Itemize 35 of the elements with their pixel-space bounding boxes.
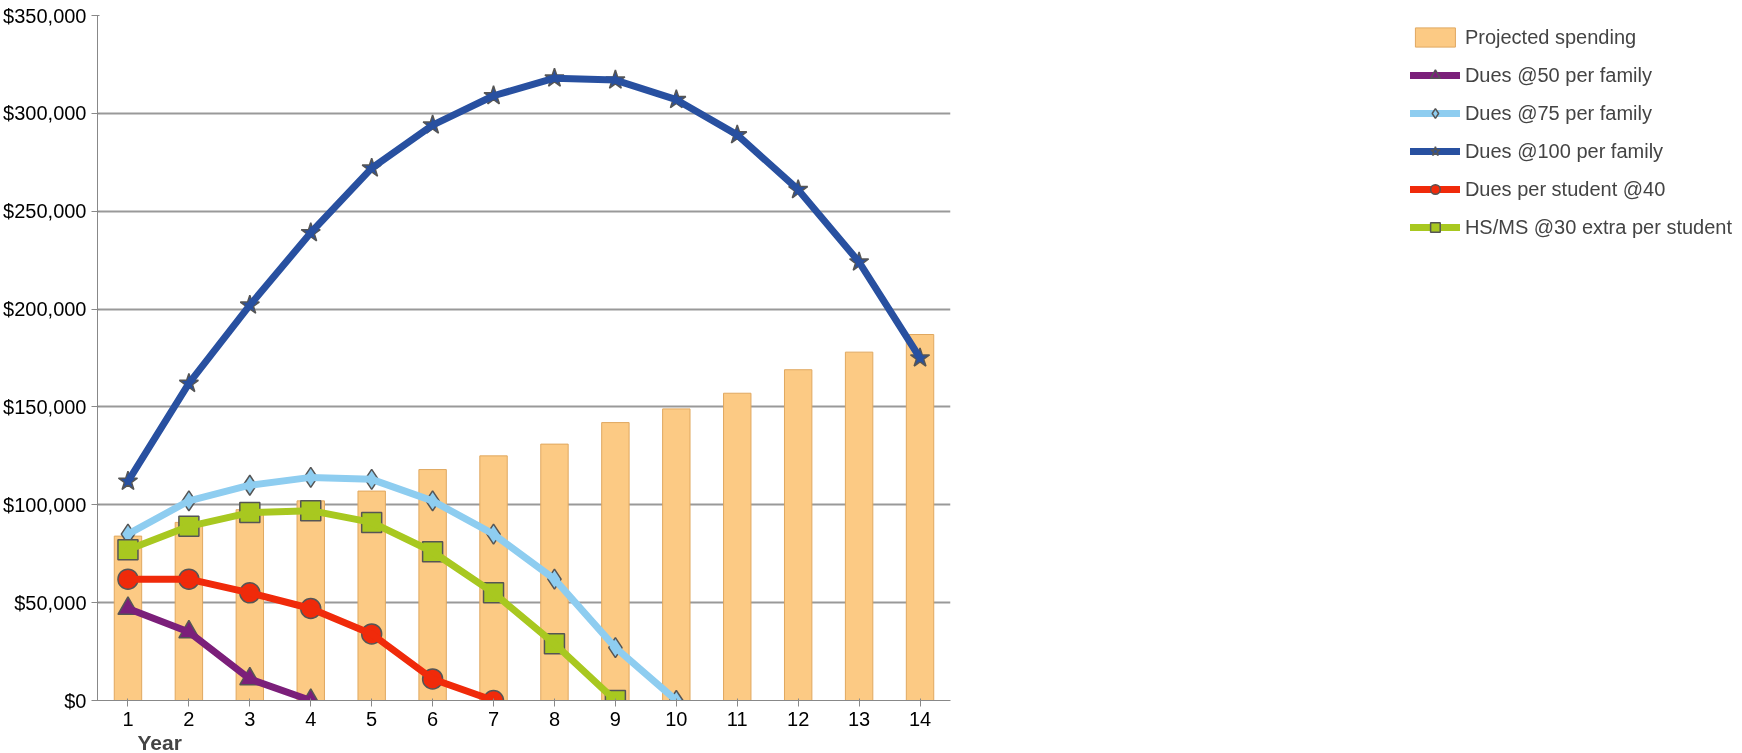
y-tick-label: $50,000 [14,591,87,614]
legend-label: HS/MS @30 extra per student [1464,215,1732,239]
y-tick-label: $150,000 [3,395,87,418]
bar [783,369,813,701]
x-tick-label: 11 [726,707,748,730]
x-tick-label: 3 [244,707,256,730]
x-tick-label: 7 [487,707,500,730]
legend-label: Projected spending [1464,25,1637,49]
x-tick-label: 9 [609,707,621,730]
y-tick-label: $100,000 [3,493,87,516]
bar [662,408,691,701]
legend-label: Dues @50 per family [1464,63,1652,87]
x-tick-label: 2 [183,707,195,730]
x-tick-label: 6 [427,707,439,730]
bar [844,351,874,701]
x-tick-label: 1 [122,707,134,730]
y-tick-label: $0 [64,689,87,712]
bar [601,422,630,701]
bar [723,392,752,701]
y-tick-label: $300,000 [3,102,87,125]
x-tick-label: 4 [305,707,317,730]
x-tick-label: 10 [665,707,688,730]
x-axis-title: Year [137,730,182,753]
x-tick-label: 5 [366,707,378,730]
x-tick-label: 14 [908,707,932,730]
y-tick-label: $250,000 [3,200,87,223]
x-tick-label: 12 [787,707,810,730]
y-tick-label: $350,000 [3,4,87,27]
legend-label: Dues @100 per family [1464,139,1664,163]
y-tick-label: $200,000 [3,298,87,321]
legend-label: Dues @75 per family [1464,101,1652,125]
x-tick-label: 8 [548,707,561,730]
legend-label: Dues per student @40 [1464,177,1666,201]
bar [905,334,935,701]
x-tick-label: 13 [847,707,871,730]
